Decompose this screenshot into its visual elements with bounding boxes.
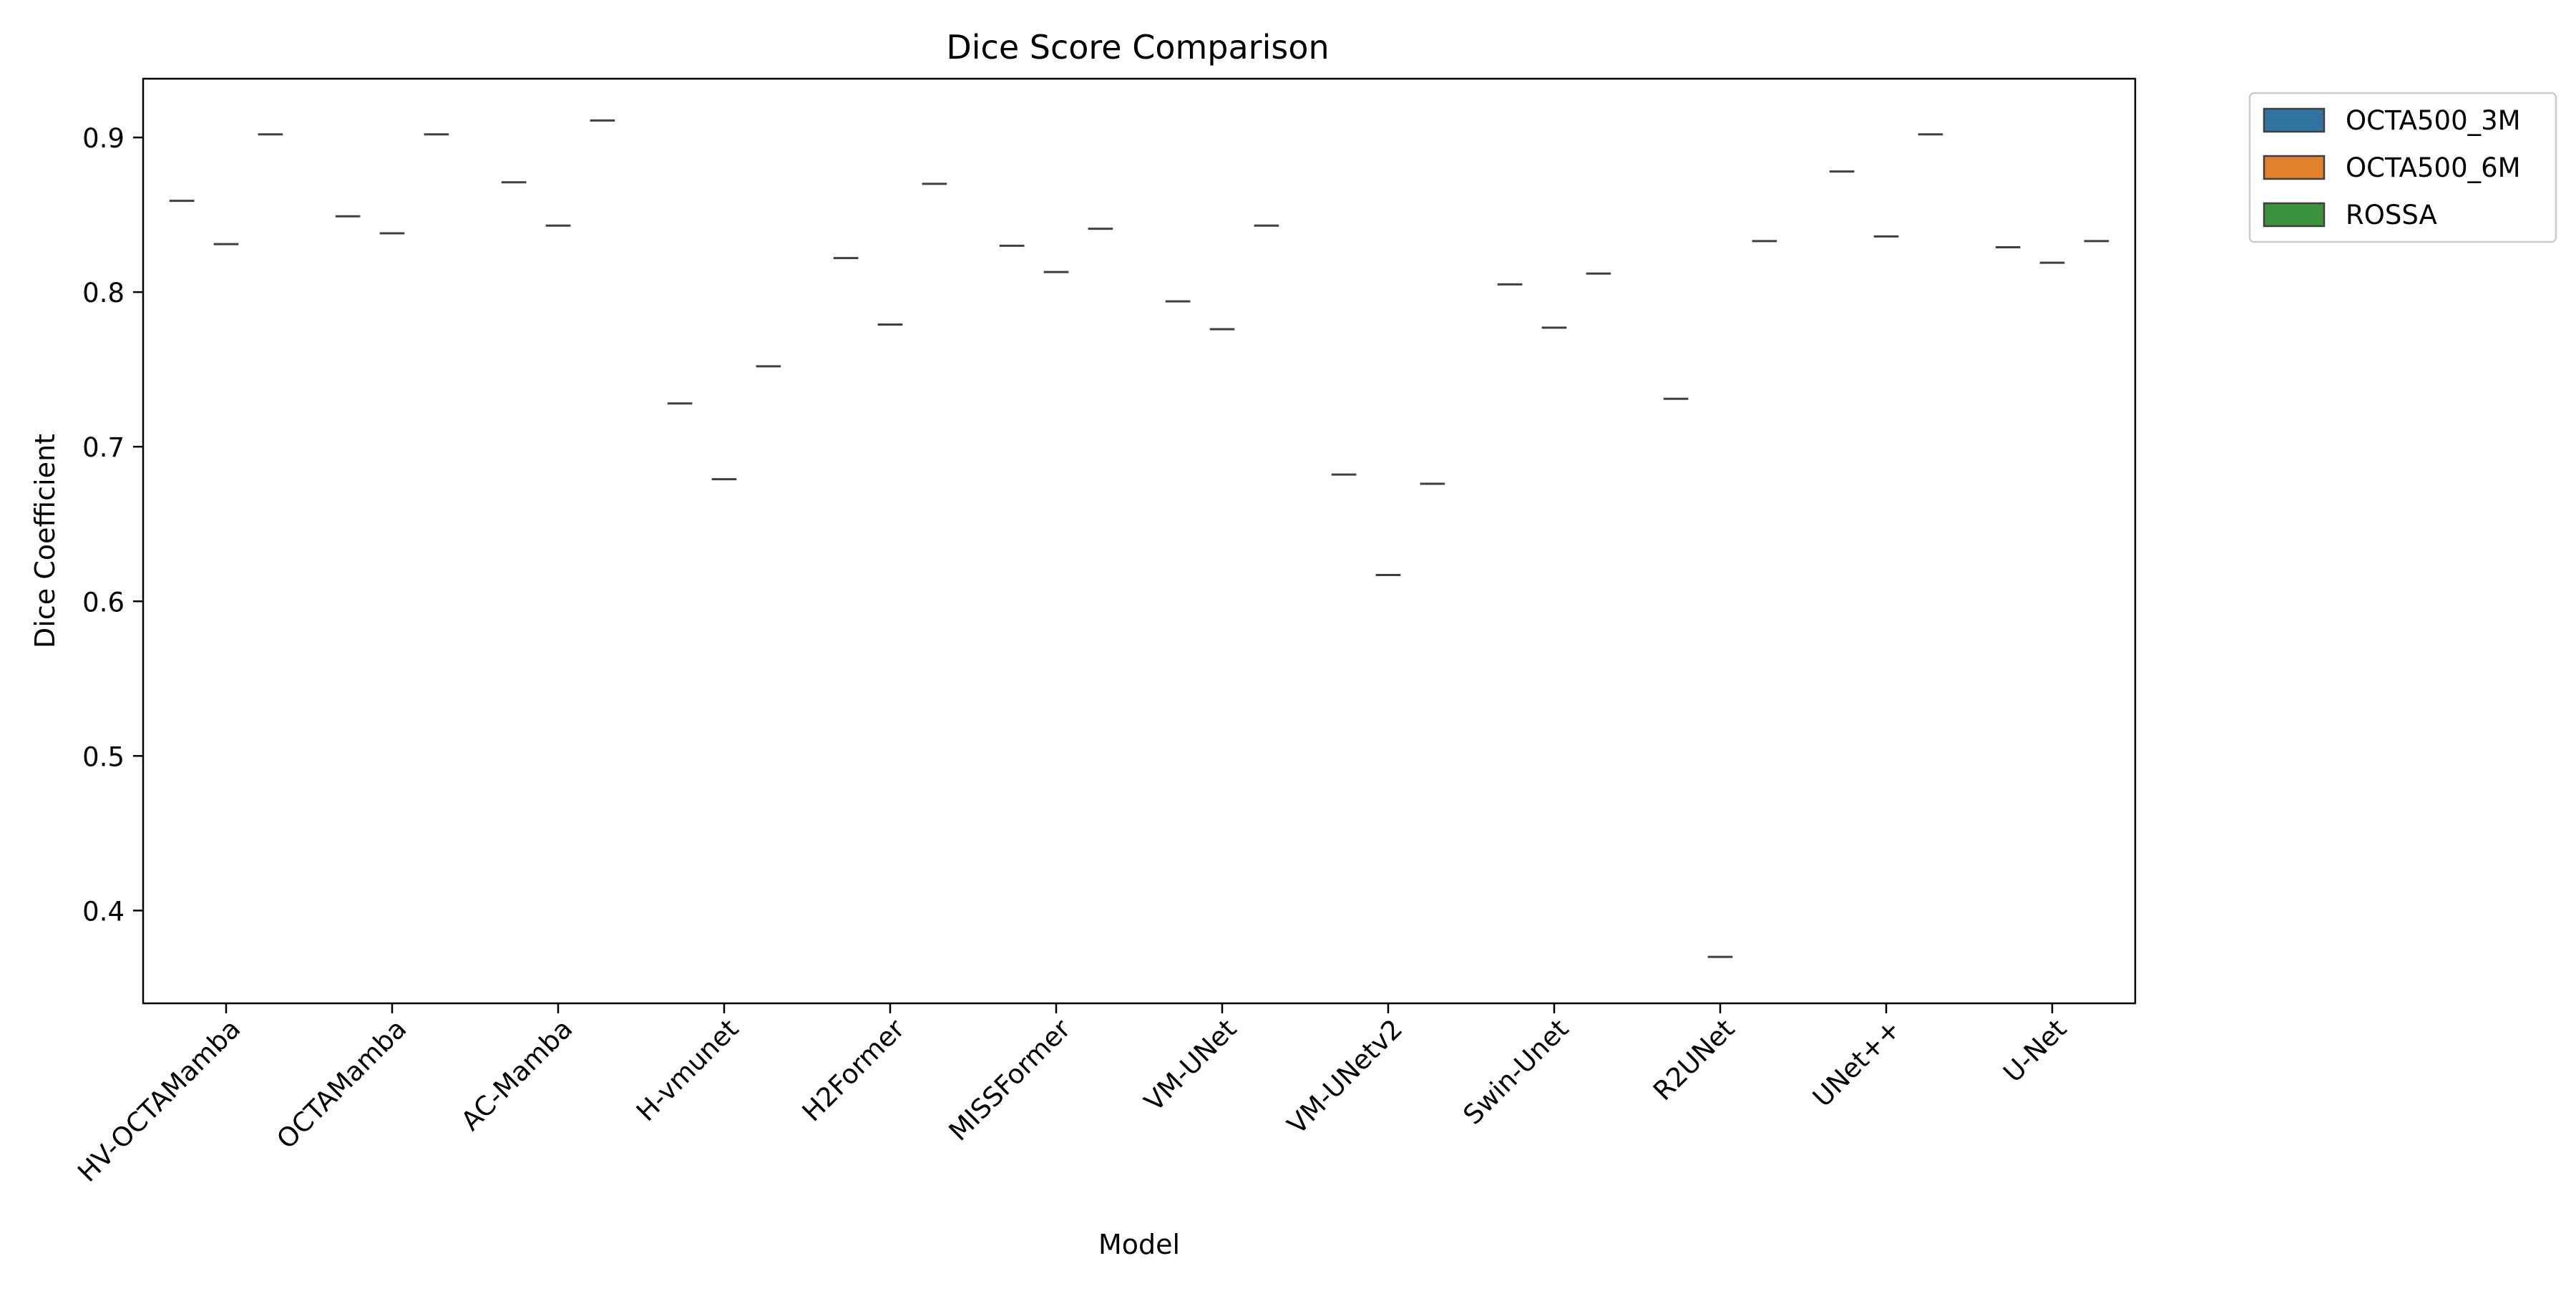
x-axis: HV-OCTAMamba OCTAMamba AC-Mamba H-vmunet H2F…: [72, 1003, 2072, 1188]
x-tick-label: AC-Mamba: [455, 1013, 578, 1136]
y-tick-label: 0.4: [82, 896, 125, 927]
y-axis: 0.4 0.5 0.6 0.7 0.8 0.9: [82, 123, 143, 927]
x-tick-label: HV-OCTAMamba: [72, 1013, 246, 1188]
x-tick-label: R2UNet: [1647, 1013, 1740, 1106]
chart-title: Dice Score Comparison: [946, 28, 1329, 67]
x-tick-label: H-vmunet: [630, 1013, 744, 1127]
y-tick-label: 0.5: [82, 741, 125, 772]
legend-label: ROSSA: [2346, 200, 2437, 230]
legend: OCTA500_3M OCTA500_6M ROSSA: [2248, 92, 2557, 243]
x-tick-label: VM-UNetv2: [1282, 1013, 1409, 1141]
y-tick-label: 0.6: [82, 587, 125, 618]
axes-group: [142, 77, 2137, 1005]
y-tick-label: 0.7: [82, 432, 125, 463]
x-tick-label: H2Former: [796, 1013, 911, 1127]
plot-frame: [142, 77, 2137, 1005]
data-marks: [169, 119, 2109, 958]
x-tick-label: Swin-Unet: [1458, 1013, 1575, 1131]
y-tick-label: 0.8: [82, 278, 125, 308]
y-tick-label: 0.9: [82, 123, 125, 154]
x-tick-label: OCTAMamba: [271, 1013, 413, 1155]
legend-label: OCTA500_3M: [2346, 105, 2521, 136]
x-axis-label: Model: [1098, 1229, 1180, 1260]
x-tick-label: MISSFormer: [943, 1013, 1077, 1146]
x-tick-label: UNet++: [1807, 1013, 1906, 1113]
legend-swatch: [2263, 107, 2326, 133]
legend-label: OCTA500_6M: [2346, 152, 2521, 183]
legend-frame: [2248, 92, 2557, 243]
legend-swatch: [2263, 155, 2326, 180]
x-tick-label: VM-UNet: [1138, 1013, 1242, 1117]
legend-swatch: [2263, 202, 2326, 228]
x-tick-label: U-Net: [1997, 1013, 2072, 1088]
y-axis-label: Dice Coefficient: [29, 434, 61, 648]
